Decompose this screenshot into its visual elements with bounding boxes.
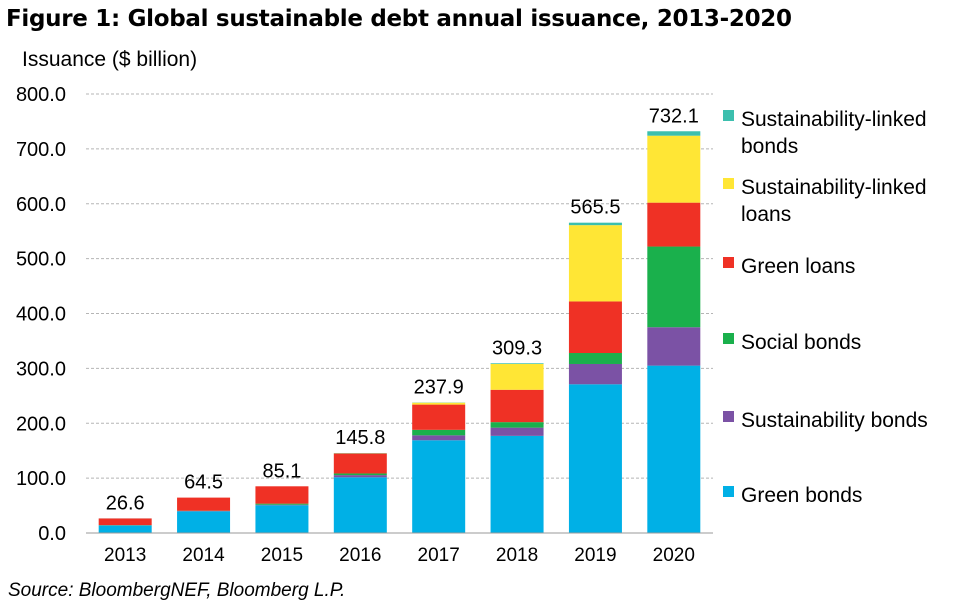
y-tick-label: 0.0 [38,523,66,545]
bar-2017-sustainability-bonds [412,435,466,441]
total-label-2020: 732.1 [649,105,699,127]
bar-2015-green-loans [255,486,309,504]
bar-2016-social-bonds [333,473,387,476]
legend-swatch [723,486,734,497]
bar-2015-social-bonds [255,503,309,505]
legend-label: Sustainability-linked [741,176,927,199]
bar-2020-green-bonds [647,365,701,533]
bar-2020-sustainability-linked-loans [647,135,701,203]
bar-2018-sustainability-linked-bonds [490,363,544,364]
bar-2018-sustainability-bonds [490,427,544,436]
bar-2016-green-loans [333,453,387,474]
bar-2020-sustainability-linked-bonds [647,131,701,136]
bar-2015-green-bonds [255,505,309,533]
bar-2016-sustainability-bonds [333,475,387,478]
bar-2020-social-bonds [647,246,701,328]
bars [98,131,701,533]
legend-item-sustainability-linked-bonds: Sustainability-linked bonds [723,108,927,158]
bar-2016-green-bonds [333,477,387,533]
x-tick-label-2014: 2014 [182,545,225,566]
source-note: Source: BloombergNEF, Bloomberg L.P. [8,580,346,601]
y-tick-labels: 0.0 100.0 200.0 300.0 400.0 500.0 600.0 700.0 80… [16,84,66,545]
legend-label: Sustainability bonds [741,409,928,432]
total-label-2018: 309.3 [492,337,542,359]
bar-2020-sustainability-bonds [647,327,701,366]
x-tick-label-2018: 2018 [496,545,538,566]
total-label-2016: 145.8 [335,427,385,449]
bar-2018-green-bonds [490,435,544,533]
total-label-2017: 237.9 [414,376,464,398]
y-tick-label: 700.0 [16,139,66,161]
bar-2017-green-loans [412,404,466,430]
total-label-2013: 26.6 [106,492,145,514]
bar-2019-social-bonds [568,353,622,364]
legend-item-green-loans: Green loans [723,255,855,278]
x-tick-label-2015: 2015 [261,545,303,566]
legend-swatch [723,411,734,422]
y-tick-label: 600.0 [16,194,66,216]
bar-2019-green-bonds [568,384,622,533]
bar-2019-sustainability-linked-bonds [568,222,622,226]
legend-item-sustainability-bonds: Sustainability bonds [723,409,928,432]
legend-swatch [723,257,734,268]
total-label-2019: 565.5 [570,197,620,219]
x-tick-label-2017: 2017 [418,545,460,566]
y-tick-label: 800.0 [16,84,66,106]
x-tick-label-2016: 2016 [339,545,381,566]
figure-title: Figure 1: Global sustainable debt annual… [6,6,792,32]
bar-2017-sustainability-linked-loans [412,402,466,405]
legend-swatch [723,110,734,121]
bar-2017-green-bonds [412,440,466,533]
legend-item-social-bonds: Social bonds [723,331,861,354]
legend: Sustainability-linkedbondsSustainability… [723,108,928,507]
bar-2019-green-loans [568,301,622,354]
legend-label: Social bonds [741,331,861,354]
legend-label: loans [741,203,791,226]
legend-swatch [723,178,734,189]
legend-label: bonds [741,135,798,158]
bar-2018-social-bonds [490,422,544,428]
bar-2015-sustainability-bonds [255,504,309,506]
legend-label: Sustainability-linked [741,108,927,131]
y-tick-label: 200.0 [16,413,66,435]
y-tick-label: 300.0 [16,358,66,380]
x-tick-labels: 2013 2014 2015 2016 2017 2018 2019 2020 [104,545,695,566]
y-tick-label: 500.0 [16,249,66,271]
bar-2017-social-bonds [412,429,466,436]
bar-2018-green-loans [490,389,544,423]
legend-item-sustainability-linked-loans: Sustainability-linked loans [723,176,927,226]
bar-2013-green-loans [98,518,152,526]
bar-2014-green-loans [177,497,231,511]
bar-2014-green-bonds [177,511,231,533]
total-labels: 26.6 64.5 85.1 145.8 237.9 309.3 565.5 732.1 [106,105,699,514]
x-tick-label-2019: 2019 [574,545,616,566]
x-tick-label-2013: 2013 [104,545,146,566]
y-axis-label: Issuance ($ billion) [22,48,197,71]
legend-item-green-bonds: Green bonds [723,484,862,507]
total-label-2014: 64.5 [184,472,223,494]
y-tick-label: 400.0 [16,304,66,326]
legend-swatch [723,333,734,344]
bar-2020-green-loans [647,202,701,247]
bar-2019-sustainability-bonds [568,363,622,385]
legend-label: Green loans [741,255,855,278]
total-label-2015: 85.1 [262,460,301,482]
legend-label: Green bonds [741,484,862,507]
bar-2018-sustainability-linked-loans [490,363,544,390]
bar-2013-green-bonds [98,525,152,533]
x-tick-label-2020: 2020 [653,545,695,566]
bar-2019-sustainability-linked-loans [568,225,622,302]
y-tick-label: 100.0 [16,468,66,490]
